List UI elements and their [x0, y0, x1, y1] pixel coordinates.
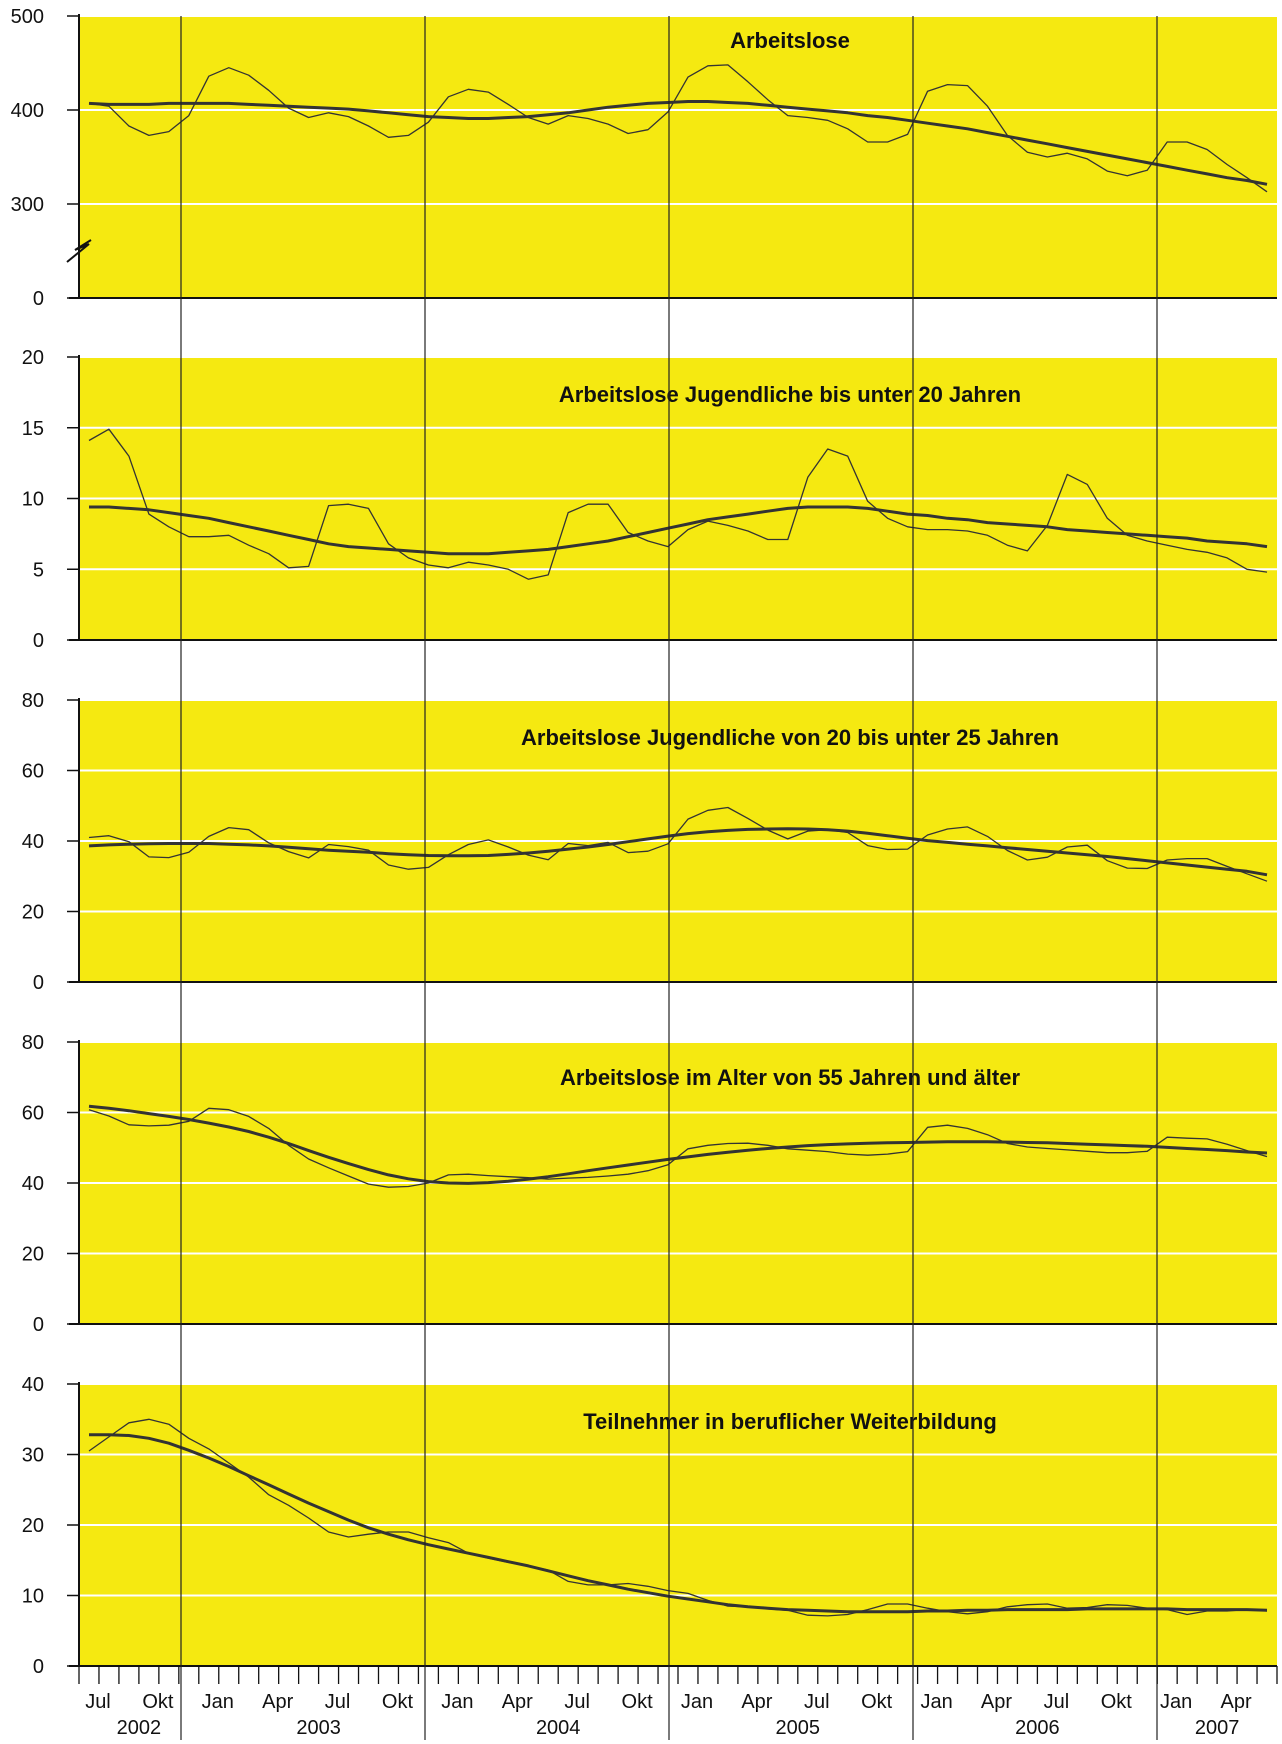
x-tick-label: Jan: [1160, 1691, 1192, 1713]
x-tick-label: Apr: [741, 1691, 772, 1713]
y-tick-label: 10: [22, 1586, 44, 1608]
y-tick-label: 20: [22, 1515, 44, 1537]
y-tick-label: 60: [22, 761, 44, 783]
y-tick-label: 40: [22, 1173, 44, 1195]
y-tick-label: 15: [22, 418, 44, 440]
y-tick-label: 30: [22, 1445, 44, 1467]
x-tick-label: Jan: [441, 1691, 473, 1713]
year-label: 2003: [296, 1717, 341, 1739]
panel-5: 0 10 20 30 40 Teilnehmer in beruflicher Weite…: [22, 1374, 1277, 1678]
y-tick-label: 40: [22, 1374, 44, 1396]
year-label: 2004: [536, 1717, 581, 1739]
panel-title: Arbeitslose Jugendliche von 20 bis unter…: [521, 725, 1059, 750]
series-line-trend: [88, 1104, 1268, 1185]
panel-title: Arbeitslose im Alter von 55 Jahren und ä…: [560, 1065, 1021, 1090]
plot-background: [79, 16, 1277, 298]
series-line-trend: [89, 1433, 1268, 1614]
y-tick-label: 80: [22, 690, 44, 712]
x-tick-label: Okt: [1101, 1691, 1133, 1713]
panel-title: Arbeitslose: [730, 28, 850, 53]
x-tick-label: Jan: [681, 1691, 713, 1713]
y-tick-label: 60: [22, 1103, 44, 1125]
year-label: 2006: [1015, 1717, 1060, 1739]
chart-panels: 0300400500Arbeitslose05101520Arbeitslose…: [11, 6, 1277, 1740]
series-line-trend: [89, 505, 1268, 556]
series-line-original: [88, 428, 1268, 580]
panel-title: Arbeitslose Jugendliche bis unter 20 Jah…: [559, 382, 1021, 407]
y-tick-label: 20: [22, 902, 44, 924]
series-line-original: [88, 806, 1268, 882]
panel-3: 0 20 40 60 80 Arbeitslose Jugendliche von 20 …: [22, 690, 1277, 994]
year-label: 2005: [776, 1717, 821, 1739]
x-tick-label: Jul: [804, 1691, 830, 1713]
panel-4: 0 20 40 60 80 Arbeitslose im Alter von 55 Jah…: [22, 1032, 1277, 1336]
y-tick-label: 0: [33, 1314, 44, 1336]
y-tick-label: 10: [22, 489, 44, 511]
x-tick-label: Jan: [920, 1691, 952, 1713]
y-tick-label: 300: [11, 194, 44, 216]
x-tick-label: Apr: [502, 1691, 533, 1713]
series-line-trend: [88, 100, 1268, 186]
y-tick-label: 0: [33, 630, 44, 652]
panel-1: 0 300 400 500 Arbeitslose: [11, 6, 1277, 310]
y-tick-label: 20: [22, 1244, 44, 1266]
year-label: 2007: [1195, 1717, 1240, 1739]
axis-break-mark: [66, 239, 92, 263]
x-tick-label: Okt: [382, 1691, 414, 1713]
y-tick-label: 20: [22, 347, 44, 369]
x-tick-label: Okt: [861, 1691, 893, 1713]
year-label: 2002: [117, 1717, 162, 1739]
x-tick-label: Jul: [564, 1691, 590, 1713]
panel-title: Teilnehmer in beruflicher Weiterbildung: [583, 1409, 997, 1434]
y-tick-label: 0: [33, 288, 44, 310]
x-tick-label: Apr: [262, 1691, 293, 1713]
series-line-trend: [88, 827, 1268, 877]
y-tick-label: 80: [22, 1032, 44, 1054]
x-tick-label: Apr: [1221, 1691, 1252, 1713]
x-tick-label: Jul: [1044, 1691, 1070, 1713]
y-tick-label: 400: [11, 100, 44, 122]
x-tick-label: Jul: [325, 1691, 351, 1713]
y-tick-label: 0: [33, 972, 44, 994]
y-tick-label: 0: [33, 1656, 44, 1678]
x-tick-label: Apr: [981, 1691, 1012, 1713]
y-tick-label: 500: [11, 6, 44, 28]
x-tick-label: Okt: [142, 1691, 174, 1713]
x-tick-label: Okt: [622, 1691, 654, 1713]
x-axis: Jul Okt Jan Apr Jul Okt Jan Apr Jul Okt Jan Apr Jul O…: [78, 1666, 1278, 1739]
y-tick-label: 5: [33, 559, 44, 581]
x-tick-label: Jan: [202, 1691, 234, 1713]
y-tick-label: 40: [22, 831, 44, 853]
panel-2: 0 5 10 15 20 Arbeitslose Jugendliche bis unte…: [22, 347, 1277, 652]
x-tick-label: Jul: [85, 1691, 111, 1713]
